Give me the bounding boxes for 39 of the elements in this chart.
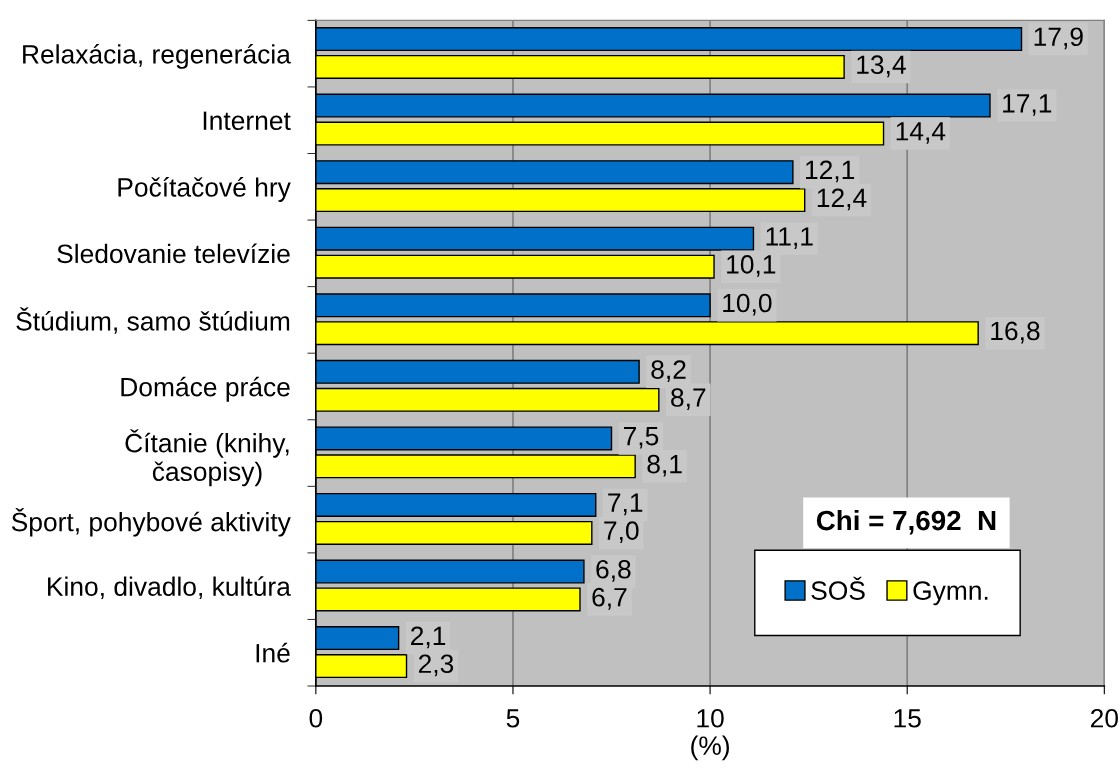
- data-label: 2,3: [418, 654, 454, 677]
- data-label: 10,0: [723, 293, 772, 316]
- x-tick-label: 5: [506, 709, 520, 728]
- y-tick-label: Šport, pohybové aktivity: [11, 508, 291, 537]
- data-label: 8,7: [671, 388, 706, 410]
- data-label: 17,1: [1003, 94, 1052, 116]
- y-tick-label: Relaxácia, regenerácia: [23, 43, 291, 69]
- y-tick-label: Iné: [256, 642, 290, 663]
- y-tick-label: Čítanie (knihy, časopisy): [125, 429, 289, 487]
- y-tick-label: Štúdium, samo štúdium: [16, 307, 290, 334]
- legend-label: SOŠ: [811, 576, 865, 600]
- data-label: 11,1: [766, 227, 813, 249]
- data-label: 2,1: [411, 626, 446, 649]
- x-tick-label: 15: [894, 709, 921, 728]
- y-tick-label: Internet: [203, 111, 291, 131]
- y-tick-label: Počítačové hry: [118, 177, 291, 202]
- y-tick-label: Kino, divadlo, kultúra: [48, 576, 291, 600]
- data-label: 14,4: [896, 122, 946, 144]
- data-label: 10,1: [727, 255, 776, 277]
- data-label: 12,4: [817, 188, 867, 211]
- data-label: 13,4: [857, 55, 906, 78]
- y-tick-label: Sledovanie televízie: [57, 243, 290, 264]
- data-label: 6,7: [592, 587, 627, 610]
- x-axis-title: (%): [691, 735, 729, 761]
- data-label: 8,2: [651, 360, 686, 383]
- x-tick-label: 20: [1090, 708, 1118, 728]
- legend-label: Gymn.: [913, 581, 988, 606]
- data-label: 7,0: [604, 521, 639, 544]
- data-label: 7,1: [608, 493, 643, 516]
- x-tick-label: 0: [309, 708, 323, 728]
- data-label: 16,8: [991, 321, 1040, 344]
- data-label: 12,1: [805, 160, 855, 183]
- data-label: 6,8: [596, 559, 631, 582]
- y-tick-label: Domáce práce: [121, 376, 290, 402]
- annotation: Chi = 7,692 N: [816, 509, 996, 535]
- x-tick-label: 10: [697, 708, 724, 728]
- data-label: 8,1: [647, 454, 682, 477]
- data-label: 7,5: [623, 427, 659, 449]
- data-label: 17,9: [1034, 27, 1083, 50]
